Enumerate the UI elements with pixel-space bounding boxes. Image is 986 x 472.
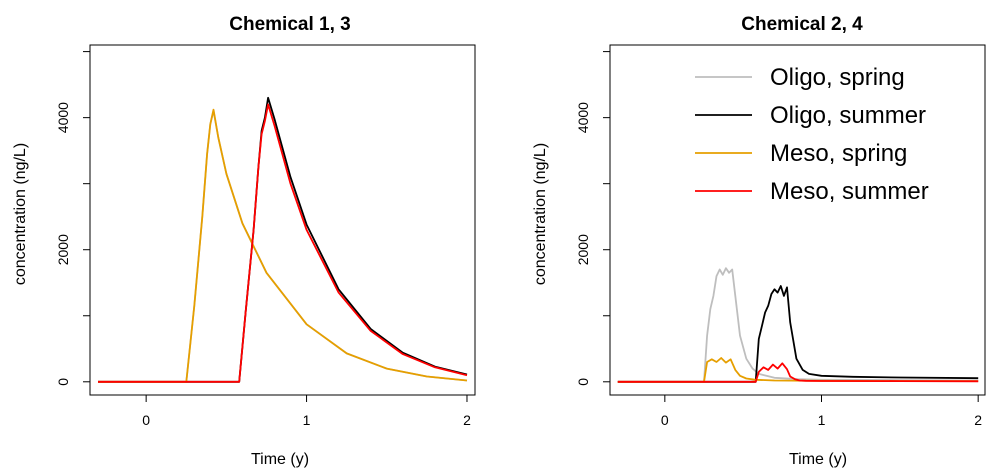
series-line-2 [98,108,468,383]
x-tick-label: 2 [974,412,982,428]
x-axis-label: Time (y) [789,451,847,468]
y-tick-label: 2000 [55,234,71,265]
series-line-1 [617,285,979,383]
y-tick-label: 0 [55,378,71,386]
x-tick-label: 1 [818,412,826,428]
x-tick-label: 0 [142,412,150,428]
x-tick-label: 2 [463,412,471,428]
plot-frame [609,44,986,396]
legend: Oligo, spring Oligo, summer Meso, spring Me… [695,64,929,205]
x-axis-label: Time (y) [251,451,309,468]
y-axis-label: concentration (ng/L) [532,143,549,285]
panel-chemical-1-3: Chemical 1, 3 Time (y) concentration (ng… [12,14,476,468]
y-tick-label: 4000 [575,102,591,133]
y-tick-label: 0 [575,378,591,386]
series-line-3 [617,362,979,383]
panel-chemical-2-4: Chemical 2, 4 Time (y) concentration (ng… [532,14,986,468]
panel-title: Chemical 2, 4 [741,14,863,35]
legend-label: Oligo, summer [770,102,926,129]
plot-frame [89,44,476,396]
x-tick-label: 1 [303,412,311,428]
y-tick-label: 4000 [55,102,71,133]
y-tick-label: 2000 [575,234,591,265]
legend-label: Oligo, spring [770,64,905,91]
series-line-1 [98,96,468,383]
legend-label: Meso, summer [770,178,929,205]
legend-label: Meso, spring [770,140,907,167]
series-line-0 [617,267,979,383]
y-axis-label: concentration (ng/L) [12,143,29,285]
series-line-3 [98,103,468,383]
panel-title: Chemical 1, 3 [229,14,350,35]
x-tick-label: 0 [661,412,669,428]
